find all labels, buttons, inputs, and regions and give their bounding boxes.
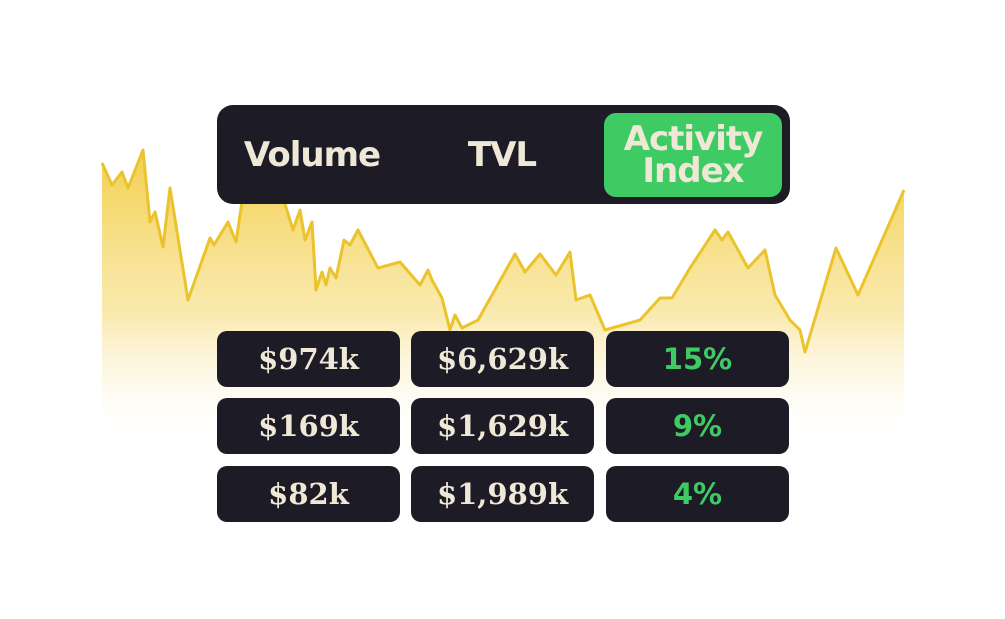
line — [100, 148, 906, 354]
table-cell: $1,989k — [411, 466, 594, 522]
tab[interactable]: TVL — [467, 135, 537, 175]
table-cell: $6,629k — [411, 331, 594, 387]
table-cell: $169k — [217, 398, 400, 454]
table-cell: $974k — [217, 331, 400, 387]
tab[interactable]: Volume — [243, 135, 381, 175]
table-cell: 4% — [606, 466, 789, 522]
table-cell: $1,629k — [411, 398, 594, 454]
table-cell: 9% — [606, 398, 789, 454]
table-cell: $82k — [217, 466, 400, 522]
tab-bar: Volume TVL Activity Index — [217, 105, 790, 204]
table-cell: 15% — [606, 331, 789, 387]
tab[interactable]: Activity Index — [604, 113, 782, 197]
